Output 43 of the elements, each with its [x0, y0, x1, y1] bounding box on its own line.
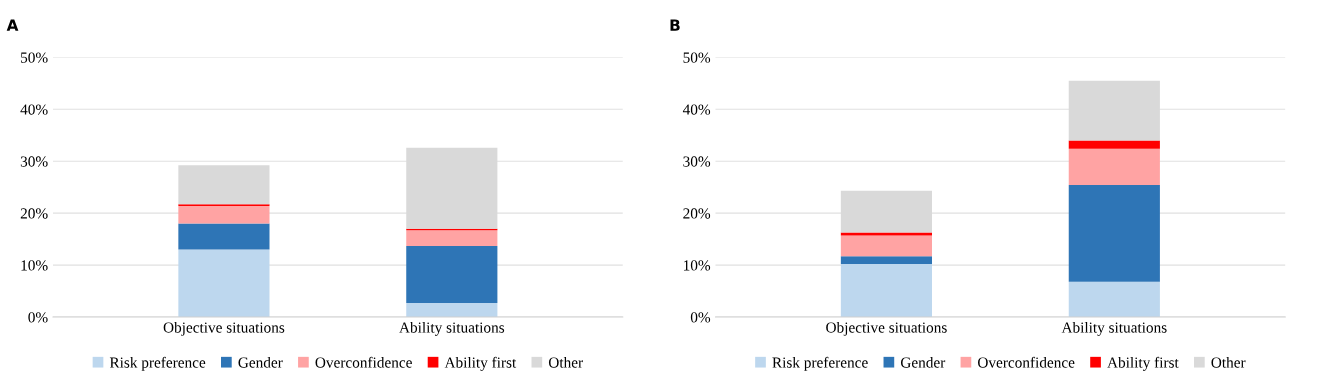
y-tick-label: 30% [683, 156, 711, 167]
x-tick-label: Objective situations [826, 321, 947, 336]
legend-label: Ability first [444, 356, 517, 371]
y-tick-label: 40% [682, 104, 711, 115]
bar [840, 264, 932, 318]
bar [178, 165, 270, 205]
chart-title: A [6, 19, 19, 31]
bar [178, 223, 270, 250]
bar [840, 232, 932, 236]
bar [840, 235, 932, 257]
x-tick-label: Ability situations [1061, 321, 1167, 336]
x-tick-label: Objective situations [163, 321, 285, 336]
y-tick-label: 0% [690, 312, 711, 323]
bar [1068, 281, 1160, 318]
bar [1068, 148, 1160, 186]
y-tick-label: 50% [21, 52, 48, 63]
y-tick-label: 20% [683, 208, 711, 219]
legend-label: Risk preference [772, 356, 868, 371]
y-tick-label: 50% [683, 52, 711, 63]
y-tick-label: 10% [21, 260, 48, 271]
x-tick-label: Ability situations [399, 321, 505, 336]
y-tick-label: 10% [683, 260, 711, 271]
bar [406, 245, 498, 304]
y-tick-label: 40% [20, 104, 48, 115]
y-tick-label: 30% [20, 156, 48, 167]
legend-label: Gender [238, 356, 283, 368]
legend-label: Overconfidence [315, 356, 412, 368]
legend-label: Overconfidence [978, 356, 1075, 368]
bar [1068, 185, 1160, 282]
legend-label: Other [1211, 356, 1246, 368]
y-tick-label: 0% [28, 312, 48, 323]
y-tick-label: 20% [20, 208, 48, 219]
bar [1068, 140, 1160, 149]
legend-label: Gender [900, 356, 946, 368]
legend-label: Other [548, 356, 583, 368]
bar [840, 256, 932, 265]
chart-title: B [670, 19, 680, 31]
legend-label: Ability first [1107, 356, 1179, 371]
bar [406, 303, 498, 318]
bar [178, 249, 270, 318]
bar [178, 205, 270, 224]
bar [406, 230, 498, 246]
legend-label: Risk preference [109, 356, 206, 371]
